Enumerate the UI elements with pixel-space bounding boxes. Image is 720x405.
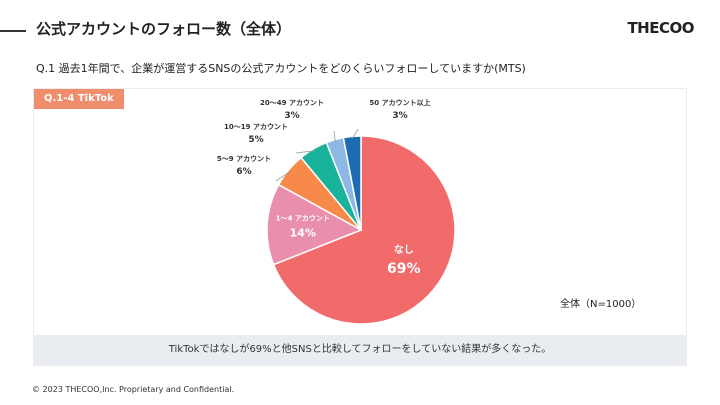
pie-chart: なし 69% 1～4 アカウント 14% 5～9 アカウント 6% 10～19 アカウント 5…: [217, 98, 456, 325]
leader-line-5: [351, 128, 359, 139]
leader-line-3: [295, 150, 315, 154]
slice-label-4: 20～49 アカウント: [260, 98, 324, 107]
pie-slice-0: [272, 135, 456, 325]
sample-note: 全体（N=1000）: [560, 299, 642, 310]
header-rule: [0, 30, 26, 32]
slice-value-1: 14%: [290, 226, 316, 239]
slice-label-2: 5～9 アカウント: [217, 154, 271, 163]
chart-panel: なし 69% 1～4 アカウント 14% 5～9 アカウント 6% 10～19 アカウント 5…: [33, 88, 687, 366]
page-title: 公式アカウントのフォロー数（全体）: [36, 20, 292, 38]
footer-copyright: © 2023 THECOO,Inc. Proprietary and Confi…: [32, 385, 235, 394]
question-text: Q.1 過去1年間で、企業が運営するSNSの公式アカウントをどのくらいフォローし…: [36, 62, 526, 75]
slice-value-4: 3%: [284, 111, 299, 121]
pie-slice-1: [266, 183, 363, 266]
slice-value-5: 3%: [392, 111, 407, 121]
slice-value-0: 69%: [387, 261, 421, 277]
slice-label-0: なし: [394, 244, 414, 256]
slice-value-3: 5%: [248, 135, 263, 145]
slice-label-1: 1～4 アカウント: [276, 213, 330, 222]
brand-logo: THECOO: [627, 19, 694, 37]
slice-value-2: 6%: [236, 167, 251, 177]
summary-bar: TikTokではなしが69%と他SNSと比較してフォローをしていない結果が多くな…: [34, 335, 686, 365]
leader-line-2: [275, 171, 291, 182]
leader-line-4: [333, 130, 336, 142]
panel-tag: Q.1-4 TikTok: [34, 89, 124, 109]
pie-slice-5: [342, 135, 362, 231]
slice-label-5: 50 アカウント以上: [369, 98, 430, 107]
slice-label-3: 10～19 アカウント: [224, 122, 288, 131]
